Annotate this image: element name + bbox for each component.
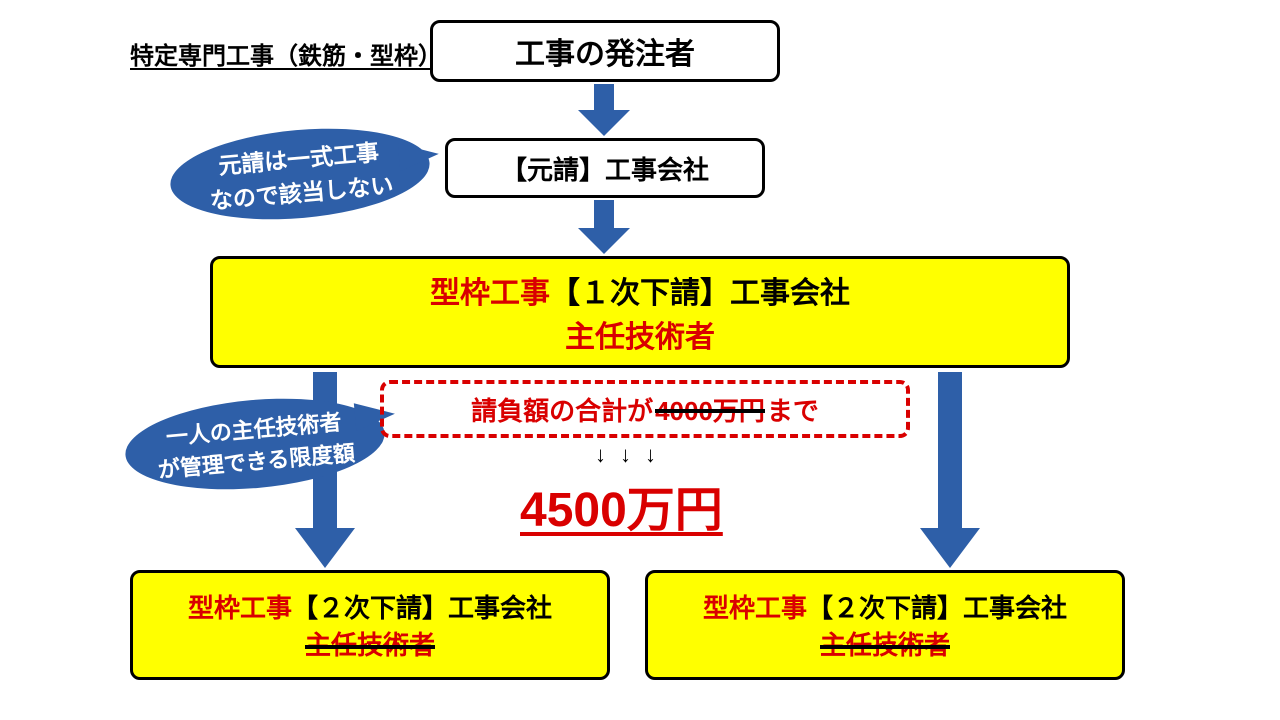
box4b-struck: 主任技術者 — [820, 630, 950, 660]
box4b-post: 【２次下請】工事会社 — [807, 593, 1067, 623]
box4a-line1: 型枠工事【２次下請】工事会社 — [188, 588, 552, 625]
subtitle: 特定専門工事（鉄筋・型枠） — [130, 36, 442, 71]
arrow-2 — [578, 200, 630, 254]
arrow-3b — [920, 372, 980, 568]
arrow-1 — [578, 84, 630, 136]
box4b-line1: 型枠工事【２次下請】工事会社 — [703, 588, 1067, 625]
box-first-sub-line2: 主任技術者 — [565, 312, 715, 356]
dashed-limit-box: 請負額の合計が 4000万円 まで — [380, 380, 910, 438]
mini-arrow-2: ↓ — [620, 442, 631, 468]
box-prime-label: 【元請】工事会社 — [501, 150, 709, 187]
updated-amount: 4500万円 — [520, 470, 723, 540]
box4a-line2: 主任技術者 — [305, 625, 435, 662]
mini-arrow-1: ↓ — [595, 442, 606, 468]
dashed-pre: 請負額の合計が — [471, 391, 653, 428]
box4a-struck: 主任技術者 — [305, 630, 435, 660]
box-first-sub-line1: 型枠工事【１次下請】工事会社 — [430, 268, 850, 312]
box-second-sub-left: 型枠工事【２次下請】工事会社 主任技術者 — [130, 570, 610, 680]
box-second-sub-right: 型枠工事【２次下請】工事会社 主任技術者 — [645, 570, 1125, 680]
box-orderer: 工事の発注者 — [430, 20, 780, 82]
mini-arrow-3: ↓ — [645, 442, 656, 468]
box4a-pre: 型枠工事 — [188, 593, 292, 623]
mini-arrows: ↓ ↓ ↓ — [595, 442, 656, 468]
box4b-pre: 型枠工事 — [703, 593, 807, 623]
box-orderer-label: 工事の発注者 — [515, 29, 695, 73]
dashed-post: まで — [767, 391, 819, 428]
box4a-post: 【２次下請】工事会社 — [292, 593, 552, 623]
box4b-line2: 主任技術者 — [820, 625, 950, 662]
box-first-sub-post: 【１次下請】工事会社 — [550, 277, 850, 310]
callout-prime: 元請は一式工事 なので該当しない — [167, 119, 434, 229]
box-first-sub: 型枠工事【１次下請】工事会社 主任技術者 — [210, 256, 1070, 368]
box-prime-contractor: 【元請】工事会社 — [445, 138, 765, 198]
box-first-sub-pre: 型枠工事 — [430, 277, 550, 310]
dashed-struck: 4000万円 — [655, 391, 765, 428]
